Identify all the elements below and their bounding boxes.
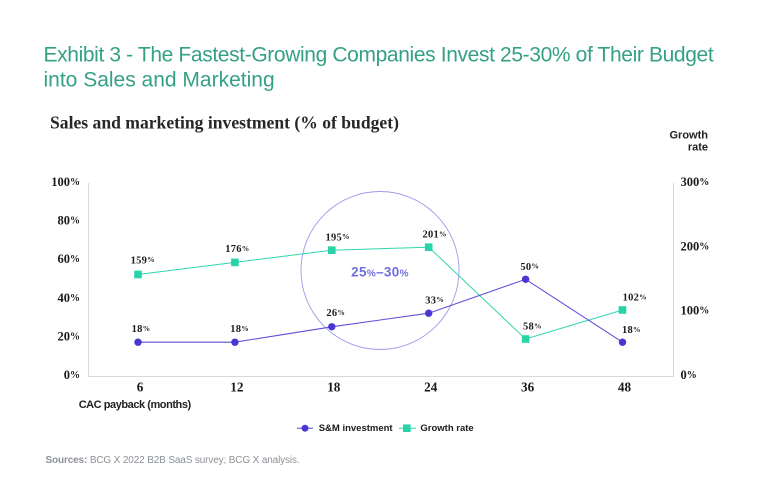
svg-text:80%: 80% xyxy=(58,214,81,228)
svg-text:18%: 18% xyxy=(622,325,641,336)
svg-text:25%–30%: 25%–30% xyxy=(351,265,409,280)
svg-text:300%: 300% xyxy=(681,175,710,189)
svg-text:CAC payback (months): CAC payback (months) xyxy=(79,399,192,411)
svg-text:33%: 33% xyxy=(425,295,444,306)
svg-text:40%: 40% xyxy=(58,291,81,305)
svg-text:Sources: BCG X 2022 B2B SaaS s: Sources: BCG X 2022 B2B SaaS survey; BCG… xyxy=(46,455,300,466)
svg-text:18: 18 xyxy=(327,380,341,395)
svg-text:36: 36 xyxy=(521,380,535,395)
svg-text:Growth: Growth xyxy=(670,130,709,142)
svg-text:S&M investment: S&M investment xyxy=(319,423,394,434)
svg-text:48: 48 xyxy=(618,380,632,395)
svg-text:20%: 20% xyxy=(58,329,81,343)
svg-text:24: 24 xyxy=(424,380,438,395)
svg-text:18%: 18% xyxy=(230,324,249,335)
svg-text:0%: 0% xyxy=(64,368,80,382)
svg-text:100%: 100% xyxy=(681,304,710,318)
svg-text:12: 12 xyxy=(230,380,244,395)
svg-text:Sales and marketing investment: Sales and marketing investment (% of bud… xyxy=(50,113,399,133)
svg-text:6: 6 xyxy=(137,380,144,395)
svg-text:into Sales and Marketing: into Sales and Marketing xyxy=(44,69,275,92)
svg-text:102%: 102% xyxy=(623,293,647,304)
svg-text:159%: 159% xyxy=(131,255,155,266)
svg-text:200%: 200% xyxy=(681,239,710,253)
svg-text:50%: 50% xyxy=(520,262,539,273)
svg-text:26%: 26% xyxy=(326,308,345,319)
svg-text:rate: rate xyxy=(688,142,708,154)
svg-text:18%: 18% xyxy=(132,324,151,335)
svg-text:201%: 201% xyxy=(422,229,446,240)
svg-text:0%: 0% xyxy=(681,368,697,382)
svg-text:Growth rate: Growth rate xyxy=(420,423,473,434)
svg-text:Exhibit 3 - The Fastest-Growin: Exhibit 3 - The Fastest-Growing Companie… xyxy=(44,44,714,67)
svg-text:195%: 195% xyxy=(325,232,349,243)
svg-text:58%: 58% xyxy=(523,321,542,332)
svg-text:176%: 176% xyxy=(225,244,249,255)
svg-text:60%: 60% xyxy=(58,252,81,266)
svg-text:100%: 100% xyxy=(51,175,80,189)
